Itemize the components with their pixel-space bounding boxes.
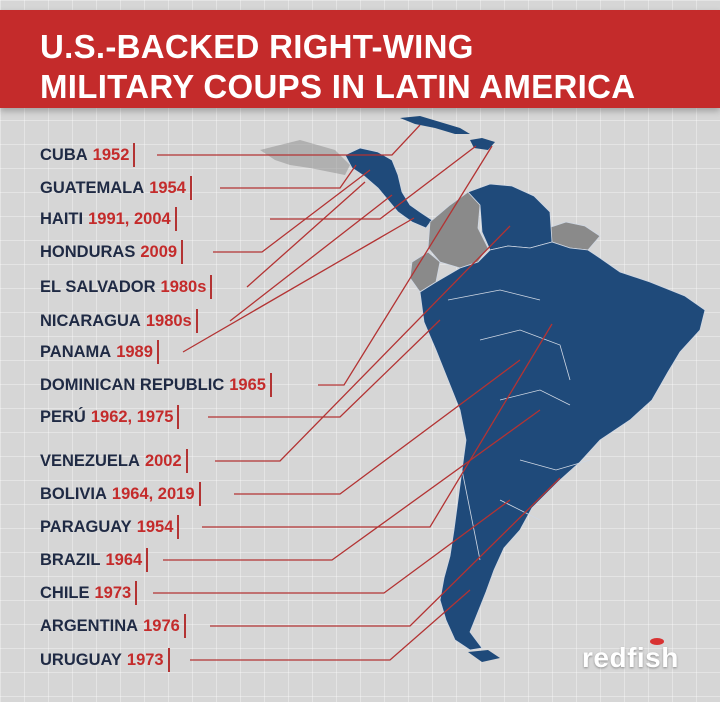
leader-line-guatemala xyxy=(220,164,357,189)
hispaniola-shape xyxy=(470,138,495,150)
label-dominican-republic: DOMINICAN REPUBLIC 1965 xyxy=(40,373,272,397)
leader-line-nicaragua xyxy=(229,194,393,322)
label-honduras: HONDURAS 2009 xyxy=(40,240,184,264)
country-borders xyxy=(447,289,591,561)
leader-line-cuba xyxy=(157,124,421,156)
tierra-del-fuego-shape xyxy=(468,650,500,662)
title-banner: U.S.-BACKED RIGHT-WING MILITARY COUPS IN… xyxy=(0,10,720,108)
leader-line-paraguay xyxy=(202,323,553,528)
leader-line-bolivia xyxy=(234,359,521,495)
leader-line-panama xyxy=(182,217,415,353)
label-peru: PERÚ 1962, 1975 xyxy=(40,405,180,429)
label-paraguay: PARAGUAY 1954 xyxy=(40,515,180,539)
label-nicaragua: NICARAGUA 1980s xyxy=(40,309,198,333)
leader-line-brazil xyxy=(163,409,541,561)
leader-line-venezuela xyxy=(215,225,511,462)
leader-line-uruguay xyxy=(190,589,471,661)
label-brazil: BRAZIL 1964 xyxy=(40,548,149,572)
label-venezuela: VENEZUELA 2002 xyxy=(40,449,188,473)
label-bolivia: BOLIVIA 1964, 2019 xyxy=(40,482,201,506)
redfish-logo-icon xyxy=(650,638,664,645)
label-guatemala: GUATEMALA 1954 xyxy=(40,176,192,200)
cuba-shape xyxy=(400,116,470,134)
leader-line-chile xyxy=(153,499,511,594)
leader-line-dominican xyxy=(318,145,493,386)
south-america-shape xyxy=(419,241,706,651)
label-chile: CHILE 1973 xyxy=(40,581,138,605)
leader-line-argentina xyxy=(210,477,561,627)
leader-line-el-salvador xyxy=(246,181,366,288)
title-line-2: MILITARY COUPS IN LATIN AMERICA xyxy=(40,68,636,105)
leader-line-peru xyxy=(208,319,441,418)
mexico-shape xyxy=(260,140,350,175)
label-argentina: ARGENTINA 1976 xyxy=(40,614,186,638)
label-panama: PANAMA 1989 xyxy=(40,340,159,364)
label-cuba: CUBA 1952 xyxy=(40,143,136,167)
label-el-salvador: EL SALVADOR 1980s xyxy=(40,275,213,299)
leader-line-honduras xyxy=(213,169,371,253)
title-line-1: U.S.-BACKED RIGHT-WING xyxy=(40,28,474,65)
label-haiti: HAITI 1991, 2004 xyxy=(40,207,177,231)
label-uruguay: URUGUAY 1973 xyxy=(40,648,170,672)
leader-lines xyxy=(153,124,561,661)
redfish-logo: redfish xyxy=(582,642,679,673)
leader-line-haiti xyxy=(270,145,477,220)
